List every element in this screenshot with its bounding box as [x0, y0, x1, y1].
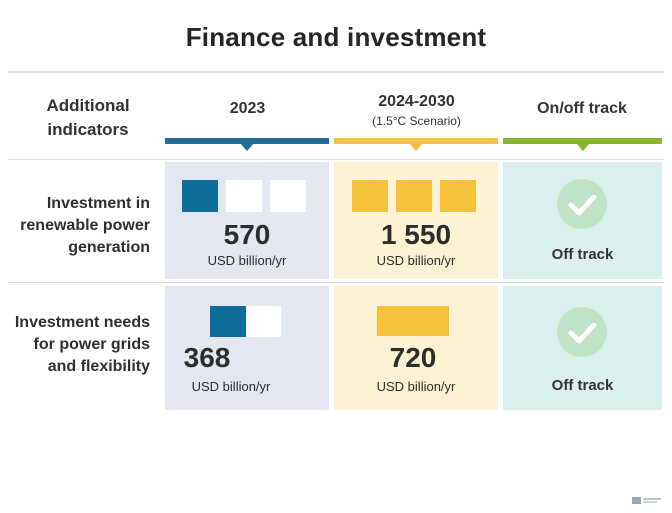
divider-header: [8, 159, 664, 160]
value-2030-grids: 720: [389, 342, 437, 373]
cell-2030-grids: 720 USD billion/yr: [334, 286, 498, 410]
divider-row: [8, 282, 664, 283]
unit-square-filled: [210, 306, 246, 337]
status-renewable: Off track: [551, 246, 614, 263]
header-2024-2030: 2024-2030 (1.5°C Scenario): [334, 93, 499, 128]
header-bar-track: [503, 138, 662, 151]
header-bar-2030: [334, 138, 498, 151]
cell-2030-renewable: 1 550 USD billion/yr: [334, 162, 498, 279]
cell-track-grids: Off track: [503, 286, 662, 410]
unit-square-filled: [440, 180, 476, 212]
header-bar-2023: [165, 138, 329, 151]
cell-2023-renewable: 570 USD billion/yr: [165, 162, 329, 279]
unit-bar-filled: [377, 306, 449, 336]
unit-square-empty: [226, 180, 262, 212]
header-notch-2030: [409, 143, 423, 151]
check-circle-icon: [557, 179, 607, 229]
value-2023-renewable: 570: [223, 219, 271, 250]
unit-2030-grids: USD billion/yr: [376, 379, 456, 394]
unit-2023-grids: USD billion/yr: [191, 379, 271, 394]
unit-square-filled: [352, 180, 388, 212]
check-circle-icon: [557, 307, 607, 357]
header-notch-track: [575, 143, 590, 151]
header-2023: 2023: [229, 100, 266, 117]
unit-2030-renewable: USD billion/yr: [376, 253, 456, 268]
status-grids: Off track: [551, 377, 614, 394]
cell-2023-grids: 368 USD billion/yr: [165, 286, 329, 410]
page-title: Finance and investment: [185, 22, 487, 52]
header-on-off-track: On/off track: [537, 100, 627, 117]
unit-square-filled: [182, 180, 218, 212]
row-label-renewable: Investment in renewable power generation: [20, 195, 150, 256]
row-label-grids: Investment needs for power grids and fle…: [14, 314, 150, 375]
unit-2023-renewable: USD billion/yr: [207, 253, 287, 268]
header-2024-2030-label: 2024-2030: [378, 93, 455, 110]
divider-top: [8, 71, 664, 73]
header-indicators: Additional indicators: [46, 96, 130, 139]
cell-track-renewable: Off track: [503, 162, 662, 279]
header-scenario-note: (1.5°C Scenario): [372, 114, 461, 128]
value-2023-grids: 368: [183, 342, 231, 373]
unit-square-filled: [396, 180, 432, 212]
brand-logo: [632, 496, 662, 507]
value-2030-renewable: 1 550: [380, 219, 452, 250]
unit-square-empty: [270, 180, 306, 212]
unit-square-empty: [246, 306, 281, 337]
header-notch-2023: [240, 143, 254, 151]
